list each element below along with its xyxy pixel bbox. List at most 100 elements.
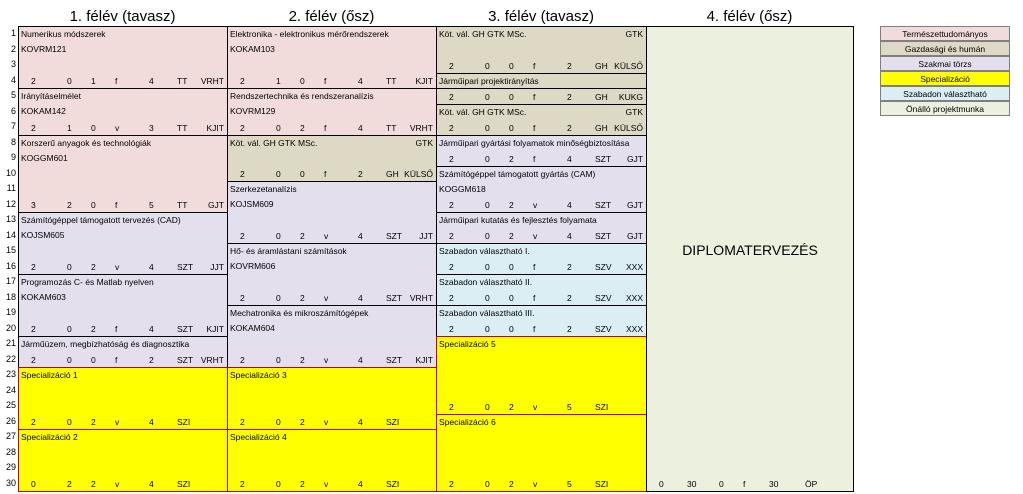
course-values: 2 0 0 f 2 GH KÜLSŐ	[437, 122, 646, 134]
course-cell[interactable]: Számítógéppel támogatott gyártás (CAM) KO…	[436, 165, 647, 213]
row-number: 23	[5, 369, 16, 379]
course-values: 2 0 0 f 2 SZT VRHT	[19, 354, 227, 366]
course-value: 4	[358, 76, 363, 86]
course-cell[interactable]: Szerkezetanalízis KOJSM609 2 0 2 v 4 SZT JJT	[227, 181, 437, 244]
course-cell[interactable]: DIPLOMATERVEZÉS 0 30 0 f 30 ÖP	[646, 26, 854, 492]
course-value: 0	[67, 262, 72, 272]
course-value: 0	[485, 91, 490, 102]
semester-header-1: 1. félév (tavasz)	[69, 8, 176, 25]
course-value: 2	[149, 355, 154, 365]
course-cell[interactable]: Járműipari projektirányítás	[436, 72, 647, 89]
course-cell[interactable]: Specializáció 4 2 0 2 v 4 SZI	[227, 429, 437, 492]
course-value: 2	[31, 122, 36, 133]
course-value: GJT	[626, 153, 643, 164]
course-values: 2 0 2 v 4 SZT KJIT	[228, 354, 436, 366]
course-value: TT	[177, 76, 188, 86]
course-value: 5	[149, 200, 154, 210]
course-cell[interactable]: Hő- és áramlástani számítások KOVRM606 2 0 2…	[227, 243, 437, 306]
course-name: Numerikus módszerek	[21, 29, 106, 39]
course-value: 2	[449, 293, 454, 303]
course-value: 2	[240, 417, 245, 427]
row-number: 3	[10, 59, 16, 69]
course-name: Hő- és áramlástani számítások	[230, 246, 347, 256]
course-value: f	[115, 324, 118, 334]
course-cell[interactable]: Mechatronika és mikroszámítógépek KOKAM60…	[227, 305, 437, 368]
course-value: GJT	[626, 200, 643, 210]
course-cell[interactable]: Specializáció 6 2 0 2 v 5 SZI	[436, 413, 647, 492]
legend-label: Szakmai törzs	[918, 59, 972, 69]
course-value: 0	[485, 231, 490, 241]
course-value: TT	[177, 122, 188, 133]
course-value: 4	[358, 355, 363, 365]
row-number: 21	[5, 338, 16, 348]
row-number: 24	[5, 384, 16, 395]
course-cell[interactable]: Köt. vál. GH GTK MSc. GTK 2 0 0 f 2 GH KÜLSŐ	[227, 134, 437, 182]
course-value: KUKG	[618, 91, 643, 102]
course-value: JJT	[210, 262, 224, 272]
course-cell[interactable]: Szabadon választható I. 2 0 0 f 2 SZV XXX	[436, 243, 647, 275]
course-value: 2	[300, 417, 305, 427]
course-value: 0	[509, 262, 514, 272]
course-name: Köt. vál. GH GTK MSc.	[439, 29, 527, 39]
course-cell[interactable]: Járműüzem, megbízhatóság és diagnosztika…	[18, 336, 228, 368]
course-cell[interactable]: Numerikus módszerek KOVRM121 2 0 1 f 4 TT VRHT	[18, 26, 228, 89]
course-code: KOVRM606	[230, 261, 276, 271]
course-value: SZT	[177, 324, 194, 334]
course-cell[interactable]: Rendszertechnika és rendszeranalízis KOVR…	[227, 88, 437, 136]
course-cell[interactable]: Irányításelmélet KOKAM142 2 1 0 v 3 TT KJIT	[18, 88, 228, 136]
course-cell[interactable]: Járműipari kutatás és fejlesztés folyama…	[436, 212, 647, 244]
course-cell[interactable]: Specializáció 5 2 0 2 v 5 SZI	[436, 336, 647, 415]
row-number: 19	[5, 307, 16, 317]
course-value: 2	[449, 479, 454, 489]
row-number: 1	[10, 28, 16, 38]
course-values: 0 2 2 v 4 SZI	[19, 478, 227, 490]
course-value: SZI	[386, 417, 400, 427]
course-value: VRHT	[200, 355, 224, 365]
course-cell[interactable]: Köt. vál. GH GTK MSc. GTK 2 0 0 f 2 GH KÜLSŐ	[436, 26, 647, 74]
course-cell[interactable]: Programozás C- és Matlab nyelven KOKAM603…	[18, 274, 228, 337]
course-values: 2 0 0 f 2 SZV XXX	[437, 323, 646, 335]
course-value: 2	[449, 91, 454, 102]
course-value: XXX	[625, 262, 643, 272]
course-value: 4	[358, 479, 363, 489]
course-value: 0	[509, 60, 514, 71]
course-cell[interactable]: Köt. vál. GH GTK MSc. GTK 2 0 0 f 2 GH KÜLSŐ	[436, 103, 647, 136]
course-gtk-tag: GTK	[625, 106, 643, 117]
course-cell[interactable]: Specializáció 1 2 0 2 v 4 SZI	[18, 367, 228, 430]
row-number: 7	[10, 121, 16, 131]
course-value: 0	[91, 355, 96, 365]
course-value: 0	[67, 355, 72, 365]
legend-label: Természettudományos	[902, 29, 988, 39]
course-cell[interactable]: Szabadon választható III. 2 0 0 f 2 SZV XXX	[436, 305, 647, 337]
course-value: KÜLSŐ	[614, 60, 643, 71]
course-value: 2	[240, 479, 245, 489]
course-cell[interactable]: Specializáció 2 0 2 2 v 4 SZI	[18, 429, 228, 492]
course-values: 2 1 0 f 4 TT KJIT	[228, 75, 436, 87]
course-value: 30	[769, 479, 779, 489]
course-value: v	[533, 200, 538, 210]
course-cell[interactable]: Szabadon választható II. 2 0 0 f 2 SZV XXX	[436, 274, 647, 306]
course-cell[interactable]: 2 0 0 f 2 GH KUKG	[436, 88, 647, 105]
course-values: 2 1 0 v 3 TT KJIT	[19, 122, 227, 134]
course-value: 2	[509, 200, 514, 210]
course-cell[interactable]: Korszerű anyagok és technológiák KOGGM601…	[18, 134, 228, 213]
course-value: 2	[300, 293, 305, 303]
course-name: Specializáció 6	[439, 416, 496, 427]
course-cell[interactable]: Járműipari gyártási folyamatok minőségbi…	[436, 134, 647, 167]
diploma-title: DIPLOMATERVEZÉS	[682, 242, 818, 258]
course-value: XXX	[625, 293, 643, 303]
course-value: KJIT	[415, 355, 433, 365]
course-cell[interactable]: Specializáció 3 2 0 2 v 4 SZI	[227, 367, 437, 430]
course-value: 2	[567, 262, 572, 272]
course-code: KOGGM601	[21, 152, 68, 163]
course-value: SZI	[595, 401, 609, 412]
course-cell[interactable]: Elektronika - elektronikus mérőrendszere…	[227, 26, 437, 89]
course-cell[interactable]: Számítógéppel támogatott tervezés (CAD) K…	[18, 212, 228, 275]
course-value: 0	[67, 76, 72, 86]
course-value: v	[115, 479, 120, 489]
course-value: SZI	[177, 417, 191, 427]
course-value: 2	[449, 200, 454, 210]
course-name: Járműipari gyártási folyamatok minőségbi…	[439, 137, 630, 148]
course-value: 2	[67, 200, 72, 210]
course-name: Rendszertechnika és rendszeranalízis	[230, 91, 374, 101]
